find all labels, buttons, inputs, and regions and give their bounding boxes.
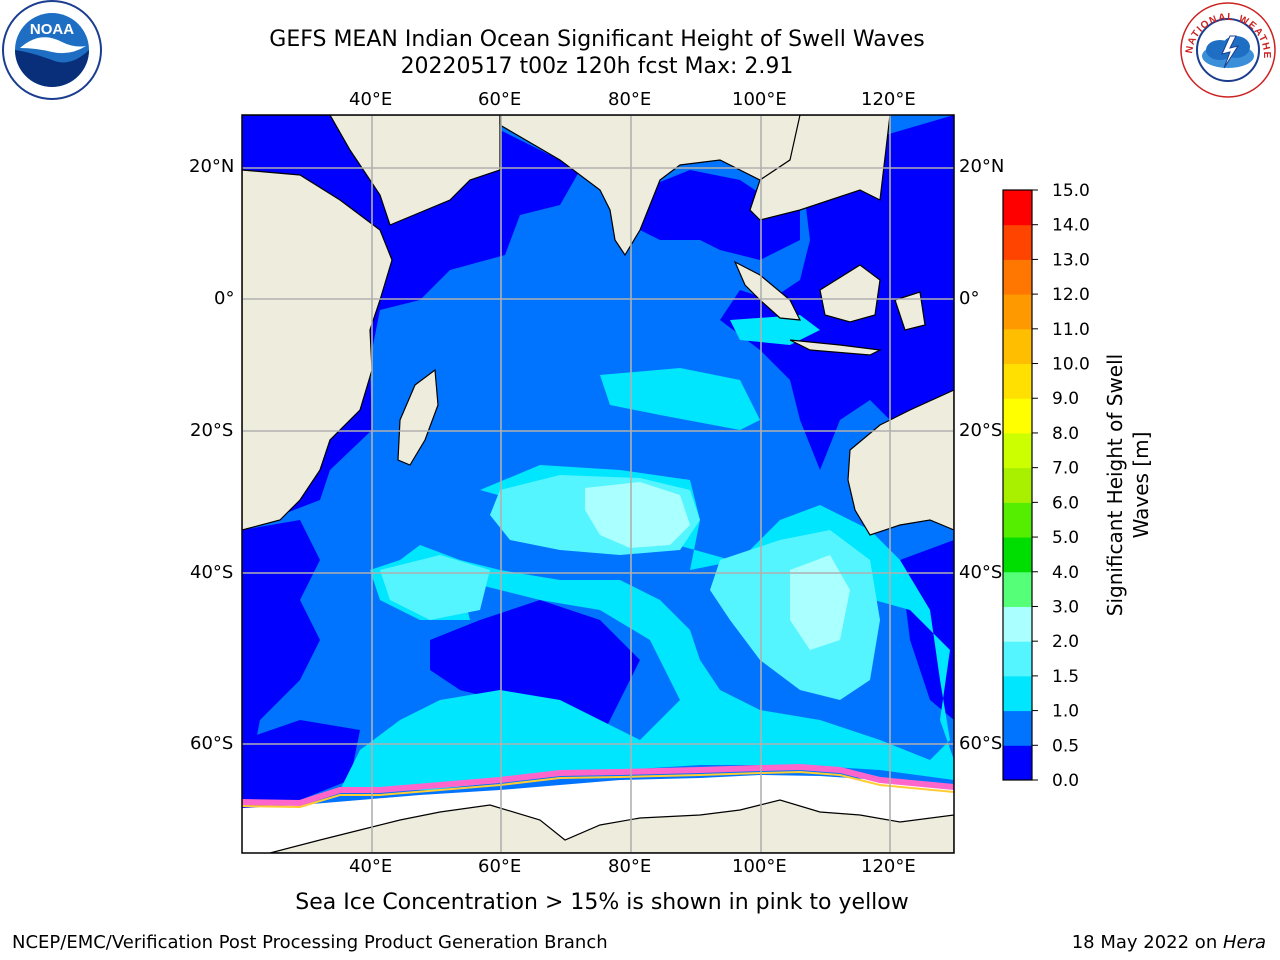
- colorbar-tick-label: 0.5: [1052, 736, 1079, 756]
- colorbar-swatch: [1003, 710, 1032, 746]
- colorbar-swatch: [1003, 745, 1032, 781]
- lon-label-bottom: 40°E: [349, 856, 393, 877]
- lon-label-top: 60°E: [478, 89, 522, 110]
- lat-label-right: 60°S: [959, 733, 1003, 754]
- colorbar-tick-label: 1.5: [1052, 667, 1079, 687]
- sea-ice-note: Sea Ice Concentration > 15% is shown in …: [295, 890, 909, 915]
- colorbar-tick-label: 4.0: [1052, 563, 1079, 583]
- sea-ice-edge-inner: [242, 770, 954, 809]
- nws-logo: NATIONAL WEATHER SERVICE: [1178, 0, 1276, 98]
- colorbar-swatch: [1003, 363, 1032, 399]
- colorbar-tick-label: 10.0: [1052, 355, 1090, 375]
- colorbar-swatch: [1003, 398, 1032, 434]
- lon-label-top: 40°E: [349, 89, 393, 110]
- generation-date-text: 18 May 2022 on: [1071, 932, 1223, 953]
- producer-credit: NCEP/EMC/Verification Post Processing Pr…: [12, 932, 608, 953]
- lat-label-right: 20°S: [959, 420, 1003, 441]
- colorbar-frame: [1002, 189, 1033, 781]
- colorbar-label: Significant Height of Swell Waves [m]: [1103, 353, 1153, 617]
- colorbar-tick-label: 2.0: [1052, 632, 1079, 652]
- lat-label-left: 20°N: [189, 156, 235, 177]
- map-frame: [241, 114, 955, 854]
- lat-label-left: 20°S: [190, 420, 234, 441]
- sea-ice-edge: [242, 763, 954, 807]
- colorbar-tick-label: 1.0: [1052, 702, 1079, 722]
- colorbar-tick-label: 5.0: [1052, 528, 1079, 548]
- generation-date: 18 May 2022 on Hera: [1072, 932, 1266, 953]
- lat-label-right: 40°S: [959, 562, 1003, 583]
- colorbar-tick-label: 15.0: [1052, 181, 1090, 201]
- noaa-logo-text: NOAA: [30, 21, 74, 38]
- colorbar-tick-label: 6.0: [1052, 493, 1079, 513]
- colorbar-tick-label: 9.0: [1052, 389, 1079, 409]
- colorbar-swatch: [1003, 641, 1032, 677]
- colorbar-swatch: [1003, 467, 1032, 503]
- lon-label-top: 120°E: [861, 89, 916, 110]
- colorbar-swatch: [1003, 675, 1032, 712]
- colorbar-tick-label: 13.0: [1052, 250, 1090, 270]
- colorbar-swatch: [1003, 571, 1032, 607]
- lon-label-bottom: 60°E: [478, 856, 522, 877]
- colorbar-tick-label: 3.0: [1052, 597, 1079, 617]
- colorbar-swatch: [1003, 190, 1032, 226]
- colorbar-tick-label: 11.0: [1052, 320, 1090, 340]
- lon-label-bottom: 100°E: [732, 856, 787, 877]
- lon-label-bottom: 120°E: [861, 856, 916, 877]
- noaa-logo: NOAA: [2, 0, 102, 100]
- colorbar-tick-label: 0.0: [1052, 771, 1079, 791]
- lat-label-right: 0°: [959, 288, 980, 309]
- lat-label-right: 20°N: [959, 156, 1005, 177]
- colorbar-swatch: [1003, 328, 1032, 365]
- lat-label-left: 0°: [214, 288, 235, 309]
- land-masses: [242, 115, 954, 853]
- chart-title: GEFS MEAN Indian Ocean Significant Heigh…: [269, 27, 925, 52]
- colorbar-swatch: [1003, 432, 1032, 469]
- chart-subtitle: 20220517 t00z 120h fcst Max: 2.91: [400, 54, 794, 79]
- lon-label-bottom: 80°E: [608, 856, 652, 877]
- host-name: Hera: [1222, 932, 1266, 953]
- colorbar-tick-label: 14.0: [1052, 216, 1090, 236]
- gridlines: [242, 115, 954, 853]
- colorbar-swatch: [1003, 224, 1032, 260]
- colorbar-tick-label: 12.0: [1052, 285, 1090, 305]
- colorbar-swatch: [1003, 502, 1032, 538]
- lat-label-left: 40°S: [190, 562, 234, 583]
- colorbar-swatch: [1003, 294, 1032, 330]
- lon-label-top: 80°E: [608, 89, 652, 110]
- colorbar-tick-label: 8.0: [1052, 424, 1079, 444]
- colorbar-tick-label: 7.0: [1052, 459, 1079, 479]
- lat-label-left: 60°S: [190, 733, 234, 754]
- colorbar-swatch: [1003, 537, 1032, 573]
- swell-band-2.0-3.0: [585, 482, 850, 650]
- colorbar-swatch: [1003, 606, 1032, 642]
- colorbar-swatch: [1003, 259, 1032, 295]
- lon-label-top: 100°E: [732, 89, 787, 110]
